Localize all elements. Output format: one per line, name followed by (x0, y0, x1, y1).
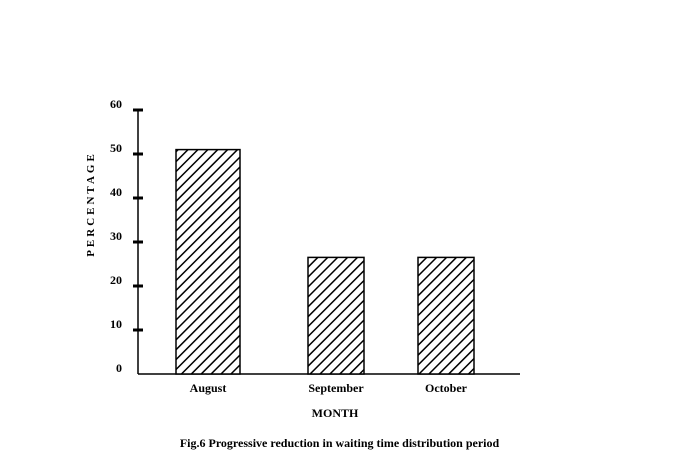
y-axis: 0 10 20 30 40 50 60 (110, 97, 143, 375)
y-tick-label: 50 (110, 141, 122, 155)
y-tick-label: 20 (110, 273, 122, 287)
bar-october (417, 256, 475, 375)
bar-september (307, 256, 365, 375)
bars (175, 148, 475, 375)
y-tick-label: 10 (110, 317, 122, 331)
y-tick-label: 30 (110, 229, 122, 243)
bar-august (175, 148, 241, 375)
y-axis-title: PERCENTAGE (85, 151, 97, 257)
bar-chart: 0 10 20 30 40 50 60 August September October PER… (85, 97, 520, 420)
y-tick-label: 0 (116, 361, 122, 375)
y-tick-label: 60 (110, 97, 122, 111)
x-tick-label: September (308, 381, 364, 395)
x-axis-title: MONTH (312, 406, 359, 420)
x-tick-labels: August September October (190, 381, 468, 395)
figure-caption: Fig.6 Progressive reduction in waiting t… (179, 436, 500, 450)
x-tick-label: October (425, 381, 468, 395)
y-tick-label: 40 (110, 185, 122, 199)
x-tick-label: August (190, 381, 227, 395)
